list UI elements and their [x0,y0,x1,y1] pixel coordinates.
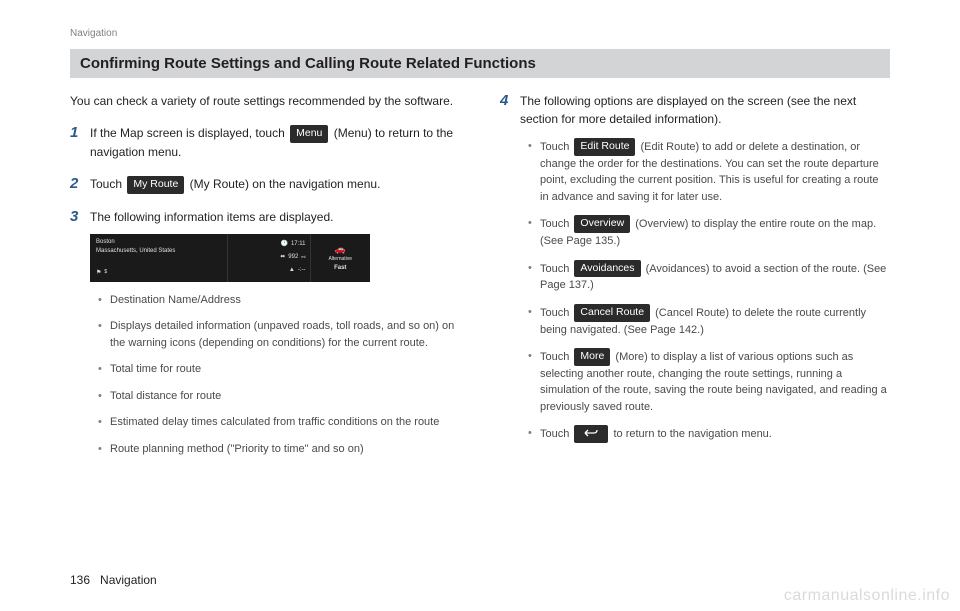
list-item: Touch Edit Route (Edit Route) to add or … [528,138,890,205]
right-column: 4 The following options are displayed on… [500,92,890,481]
step-text: The following options are displayed on t… [520,92,890,128]
step-number: 2 [70,175,90,194]
touch-label: Touch [540,428,572,440]
sc-region: Massachusetts, United States [96,247,221,256]
step-number: 4 [500,92,520,453]
intro-text: You can check a variety of route setting… [70,92,460,110]
list-item: Total time for route [98,361,460,378]
list-item: Displays detailed information (unpaved r… [98,318,460,351]
step-number: 3 [70,208,90,468]
my-route-button: My Route [127,176,184,194]
traffic-icon: ▲ [289,266,295,275]
breadcrumb: Navigation [70,28,890,39]
more-button: More [574,348,610,366]
step-text: If the Map screen is displayed, touch [90,126,288,140]
nav-screenshot: Boston Massachusetts, United States ⚑ $ … [90,234,370,282]
road-icon: ⬌ [280,253,285,262]
return-button [574,425,608,443]
toll-icon: $ [104,269,107,277]
step-4: 4 The following options are displayed on… [500,92,890,453]
touch-label: Touch [540,307,572,319]
option-text: to return to the navigation menu. [610,428,771,440]
page-number: 136 [70,573,90,587]
step-3: 3 The following information items are di… [70,208,460,468]
step-2: 2 Touch My Route (My Route) on the navig… [70,175,460,194]
sc-alt-value: Fast [334,264,346,273]
list-item: Destination Name/Address [98,292,460,309]
step-1: 1 If the Map screen is displayed, touch … [70,124,460,161]
watermark: carmanualsonline.info [784,587,950,605]
list-item: Touch More (More) to display a list of v… [528,348,890,415]
avoidances-button: Avoidances [574,260,640,278]
sc-city: Boston [96,238,221,247]
sc-dist-unit: mi [301,254,305,260]
clock-icon: 🕐 [280,240,287,249]
touch-label: Touch [540,141,572,153]
edit-route-button: Edit Route [574,138,635,156]
footer-section: Navigation [100,573,157,587]
touch-label: Touch [540,263,572,275]
menu-button: Menu [290,125,328,143]
list-item: Touch Avoidances (Avoidances) to avoid a… [528,260,890,294]
section-heading: Confirming Route Settings and Calling Ro… [70,49,890,78]
list-item: Total distance for route [98,388,460,405]
sc-icons-row: ⚑ $ [96,269,221,278]
touch-label: Touch [540,351,572,363]
step-number: 1 [70,124,90,161]
list-item: Touch Overview (Overview) to display the… [528,215,890,249]
page-footer: 136 Navigation [70,573,157,587]
car-icon: 🚗 [335,243,346,257]
sc-time: 17:11 [291,240,306,249]
list-item: Route planning method ("Priority to time… [98,441,460,458]
flag-icon: ⚑ [96,269,101,278]
option-bullets: Touch Edit Route (Edit Route) to add or … [528,138,890,443]
list-item: Estimated delay times calculated from tr… [98,414,460,431]
cancel-route-button: Cancel Route [574,304,650,322]
left-column: You can check a variety of route setting… [70,92,460,481]
touch-label: Touch [540,218,572,230]
step-text: The following information items are disp… [90,208,460,226]
overview-button: Overview [574,215,630,233]
sc-dist: 992 [288,253,298,262]
step-text: (My Route) on the navigation menu. [186,177,380,191]
list-item: Touch to return to the navigation menu. [528,425,890,443]
step-text: Touch [90,177,125,191]
sc-delay: -:-- [298,266,306,275]
info-bullets: Destination Name/Address Displays detail… [98,292,460,458]
sc-alt-label: Alternative [328,256,352,264]
list-item: Touch Cancel Route (Cancel Route) to del… [528,304,890,338]
